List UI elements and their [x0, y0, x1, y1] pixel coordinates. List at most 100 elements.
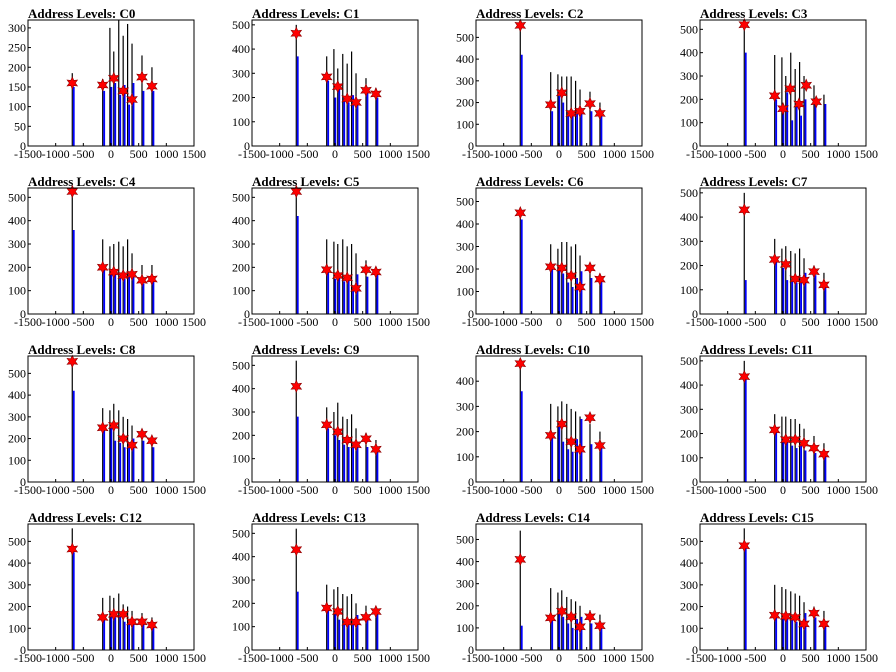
peak-marker	[584, 96, 596, 111]
peak-marker	[544, 428, 557, 443]
subplot-title: Address Levels: C15	[700, 510, 814, 525]
y-tick-label: 400	[456, 555, 474, 569]
peak-marker	[594, 106, 606, 121]
y-tick-label: 500	[456, 195, 474, 209]
x-tick-label: 1500	[406, 483, 430, 497]
subplot-c6: Address Levels: C60100200300400500-1500-…	[456, 174, 654, 329]
y-tick-label: 500	[680, 354, 698, 368]
x-tick-label: -1000	[266, 315, 294, 329]
y-tick-label: 100	[680, 283, 698, 297]
peak-marker	[818, 447, 830, 461]
peak-marker	[320, 70, 333, 84]
y-tick-label: 400	[456, 374, 474, 388]
subplot-c8: Address Levels: C80100200300400500-1500-…	[8, 342, 206, 497]
y-tick-label: 500	[680, 186, 698, 200]
peak-marker	[350, 281, 362, 296]
peak-marker	[789, 432, 802, 447]
y-tick-label: 0	[468, 307, 474, 321]
x-tick-label: 500	[354, 651, 372, 665]
subplot-c2: Address Levels: C20100200300400500-1500-…	[456, 6, 654, 161]
y-tick-label: 0	[244, 643, 250, 657]
peak-marker	[808, 264, 820, 279]
y-tick-label: 0	[468, 475, 474, 489]
peak-marker	[584, 610, 596, 624]
peak-marker	[738, 369, 751, 384]
y-tick-label: 200	[680, 427, 698, 441]
x-tick-label: 1000	[602, 147, 626, 161]
y-tick-label: 300	[8, 410, 26, 424]
y-tick-label: 500	[8, 190, 26, 204]
peak-marker	[341, 433, 354, 447]
peak-marker	[789, 610, 802, 625]
x-tick-label: 500	[802, 651, 820, 665]
x-tick-label: 0	[780, 483, 786, 497]
peak-marker	[555, 604, 568, 619]
x-tick-label: -1500	[238, 651, 266, 665]
peak-marker	[574, 620, 586, 634]
peak-marker	[514, 552, 527, 567]
peak-marker	[574, 442, 586, 456]
peak-marker	[96, 420, 109, 435]
x-tick-label: -1000	[714, 147, 742, 161]
y-tick-label: 100	[232, 620, 250, 634]
x-tick-label: 0	[332, 651, 338, 665]
peak-marker	[96, 260, 109, 275]
peak-marker	[514, 18, 527, 33]
x-tick-label: 0	[556, 315, 562, 329]
x-tick-label: -1500	[686, 483, 714, 497]
x-tick-label: -1500	[238, 483, 266, 497]
y-tick-label: 200	[232, 596, 250, 610]
subplot-c5: Address Levels: C50100200300400500-1500-…	[232, 174, 430, 329]
y-tick-label: 500	[456, 30, 474, 44]
peak-marker	[798, 436, 810, 450]
y-tick-label: 300	[8, 21, 26, 35]
x-tick-label: -500	[296, 147, 318, 161]
subplot-c12: Address Levels: C12 0 100 200 300 400 500 -1500…	[8, 510, 206, 665]
peak-marker	[544, 611, 557, 625]
y-tick-label: 300	[680, 578, 698, 592]
peak-marker	[341, 271, 354, 285]
x-tick-label: 1000	[826, 147, 850, 161]
peak-marker	[779, 257, 792, 272]
peak-marker	[290, 379, 303, 394]
peak-marker	[320, 262, 333, 277]
peak-marker	[544, 97, 557, 112]
subplot-title: Address Levels: C1	[252, 6, 359, 21]
y-tick-label: 0	[20, 643, 26, 657]
x-tick-label: -1000	[42, 483, 70, 497]
peak-marker	[565, 434, 578, 449]
subplot-c13: Address Levels: C13 0 100 200 300 400 500 -1500…	[232, 510, 430, 665]
peak-marker	[66, 542, 79, 556]
subplot-c3: Address Levels: C30100200300400500-1500-…	[680, 6, 878, 161]
y-tick-label: 400	[680, 378, 698, 392]
peak-marker	[331, 604, 344, 619]
y-tick-label: 200	[680, 600, 698, 614]
y-tick-label: 100	[232, 284, 250, 298]
y-tick-label: 0	[692, 643, 698, 657]
peak-marker	[66, 76, 79, 90]
peak-marker	[107, 418, 120, 433]
peak-marker	[136, 70, 148, 84]
x-tick-label: 1000	[826, 651, 850, 665]
x-tick-label: 500	[802, 147, 820, 161]
y-tick-label: 500	[232, 358, 250, 372]
x-tick-label: -500	[520, 651, 542, 665]
subplot-title: Address Levels: C6	[476, 174, 584, 189]
peak-marker	[768, 89, 781, 103]
y-tick-label: 500	[232, 18, 250, 32]
y-tick-label: 100	[8, 621, 26, 635]
x-tick-label: 1000	[154, 651, 178, 665]
peak-marker	[798, 617, 810, 631]
x-tick-label: 500	[578, 651, 596, 665]
x-tick-label: -500	[72, 483, 94, 497]
x-tick-label: 1000	[154, 147, 178, 161]
peak-marker	[738, 538, 751, 553]
y-tick-label: 400	[8, 388, 26, 402]
subplot-title: Address Levels: C13	[252, 510, 366, 525]
peak-marker	[768, 423, 781, 437]
x-tick-label: -1500	[14, 315, 42, 329]
y-tick-label: 200	[456, 599, 474, 613]
y-tick-label: 500	[232, 190, 250, 204]
x-tick-label: 1000	[378, 483, 402, 497]
